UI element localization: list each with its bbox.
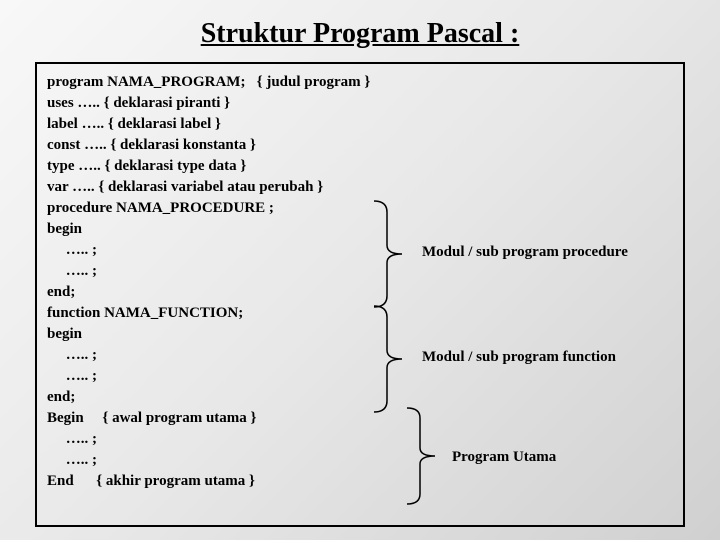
annotation-procedure: Modul / sub program procedure [422,244,628,261]
code-line: ….. ; [47,429,673,450]
code-line: end; [47,387,673,408]
code-line: end; [47,282,673,303]
code-line: function NAMA_FUNCTION; [47,303,673,324]
code-line: ….. ; [47,366,673,387]
page-title: Struktur Program Pascal : [0,0,720,62]
code-line: const ….. { deklarasi konstanta } [47,135,673,156]
code-line: uses ….. { deklarasi piranti } [47,93,673,114]
code-line: End { akhir program utama } [47,471,673,492]
code-line: var ….. { deklarasi variabel atau peruba… [47,177,673,198]
code-line: program NAMA_PROGRAM; { judul program } [47,72,673,93]
code-line: Begin { awal program utama } [47,408,673,429]
code-box: program NAMA_PROGRAM; { judul program } … [35,62,685,527]
code-line: procedure NAMA_PROCEDURE ; [47,198,673,219]
code-line: begin [47,219,673,240]
annotation-main: Program Utama [452,449,556,466]
code-line: ….. ; [47,450,673,471]
code-line: begin [47,324,673,345]
code-line: type ….. { deklarasi type data } [47,156,673,177]
code-line: ….. ; [47,261,673,282]
annotation-function: Modul / sub program function [422,349,616,366]
code-line: label ….. { deklarasi label } [47,114,673,135]
